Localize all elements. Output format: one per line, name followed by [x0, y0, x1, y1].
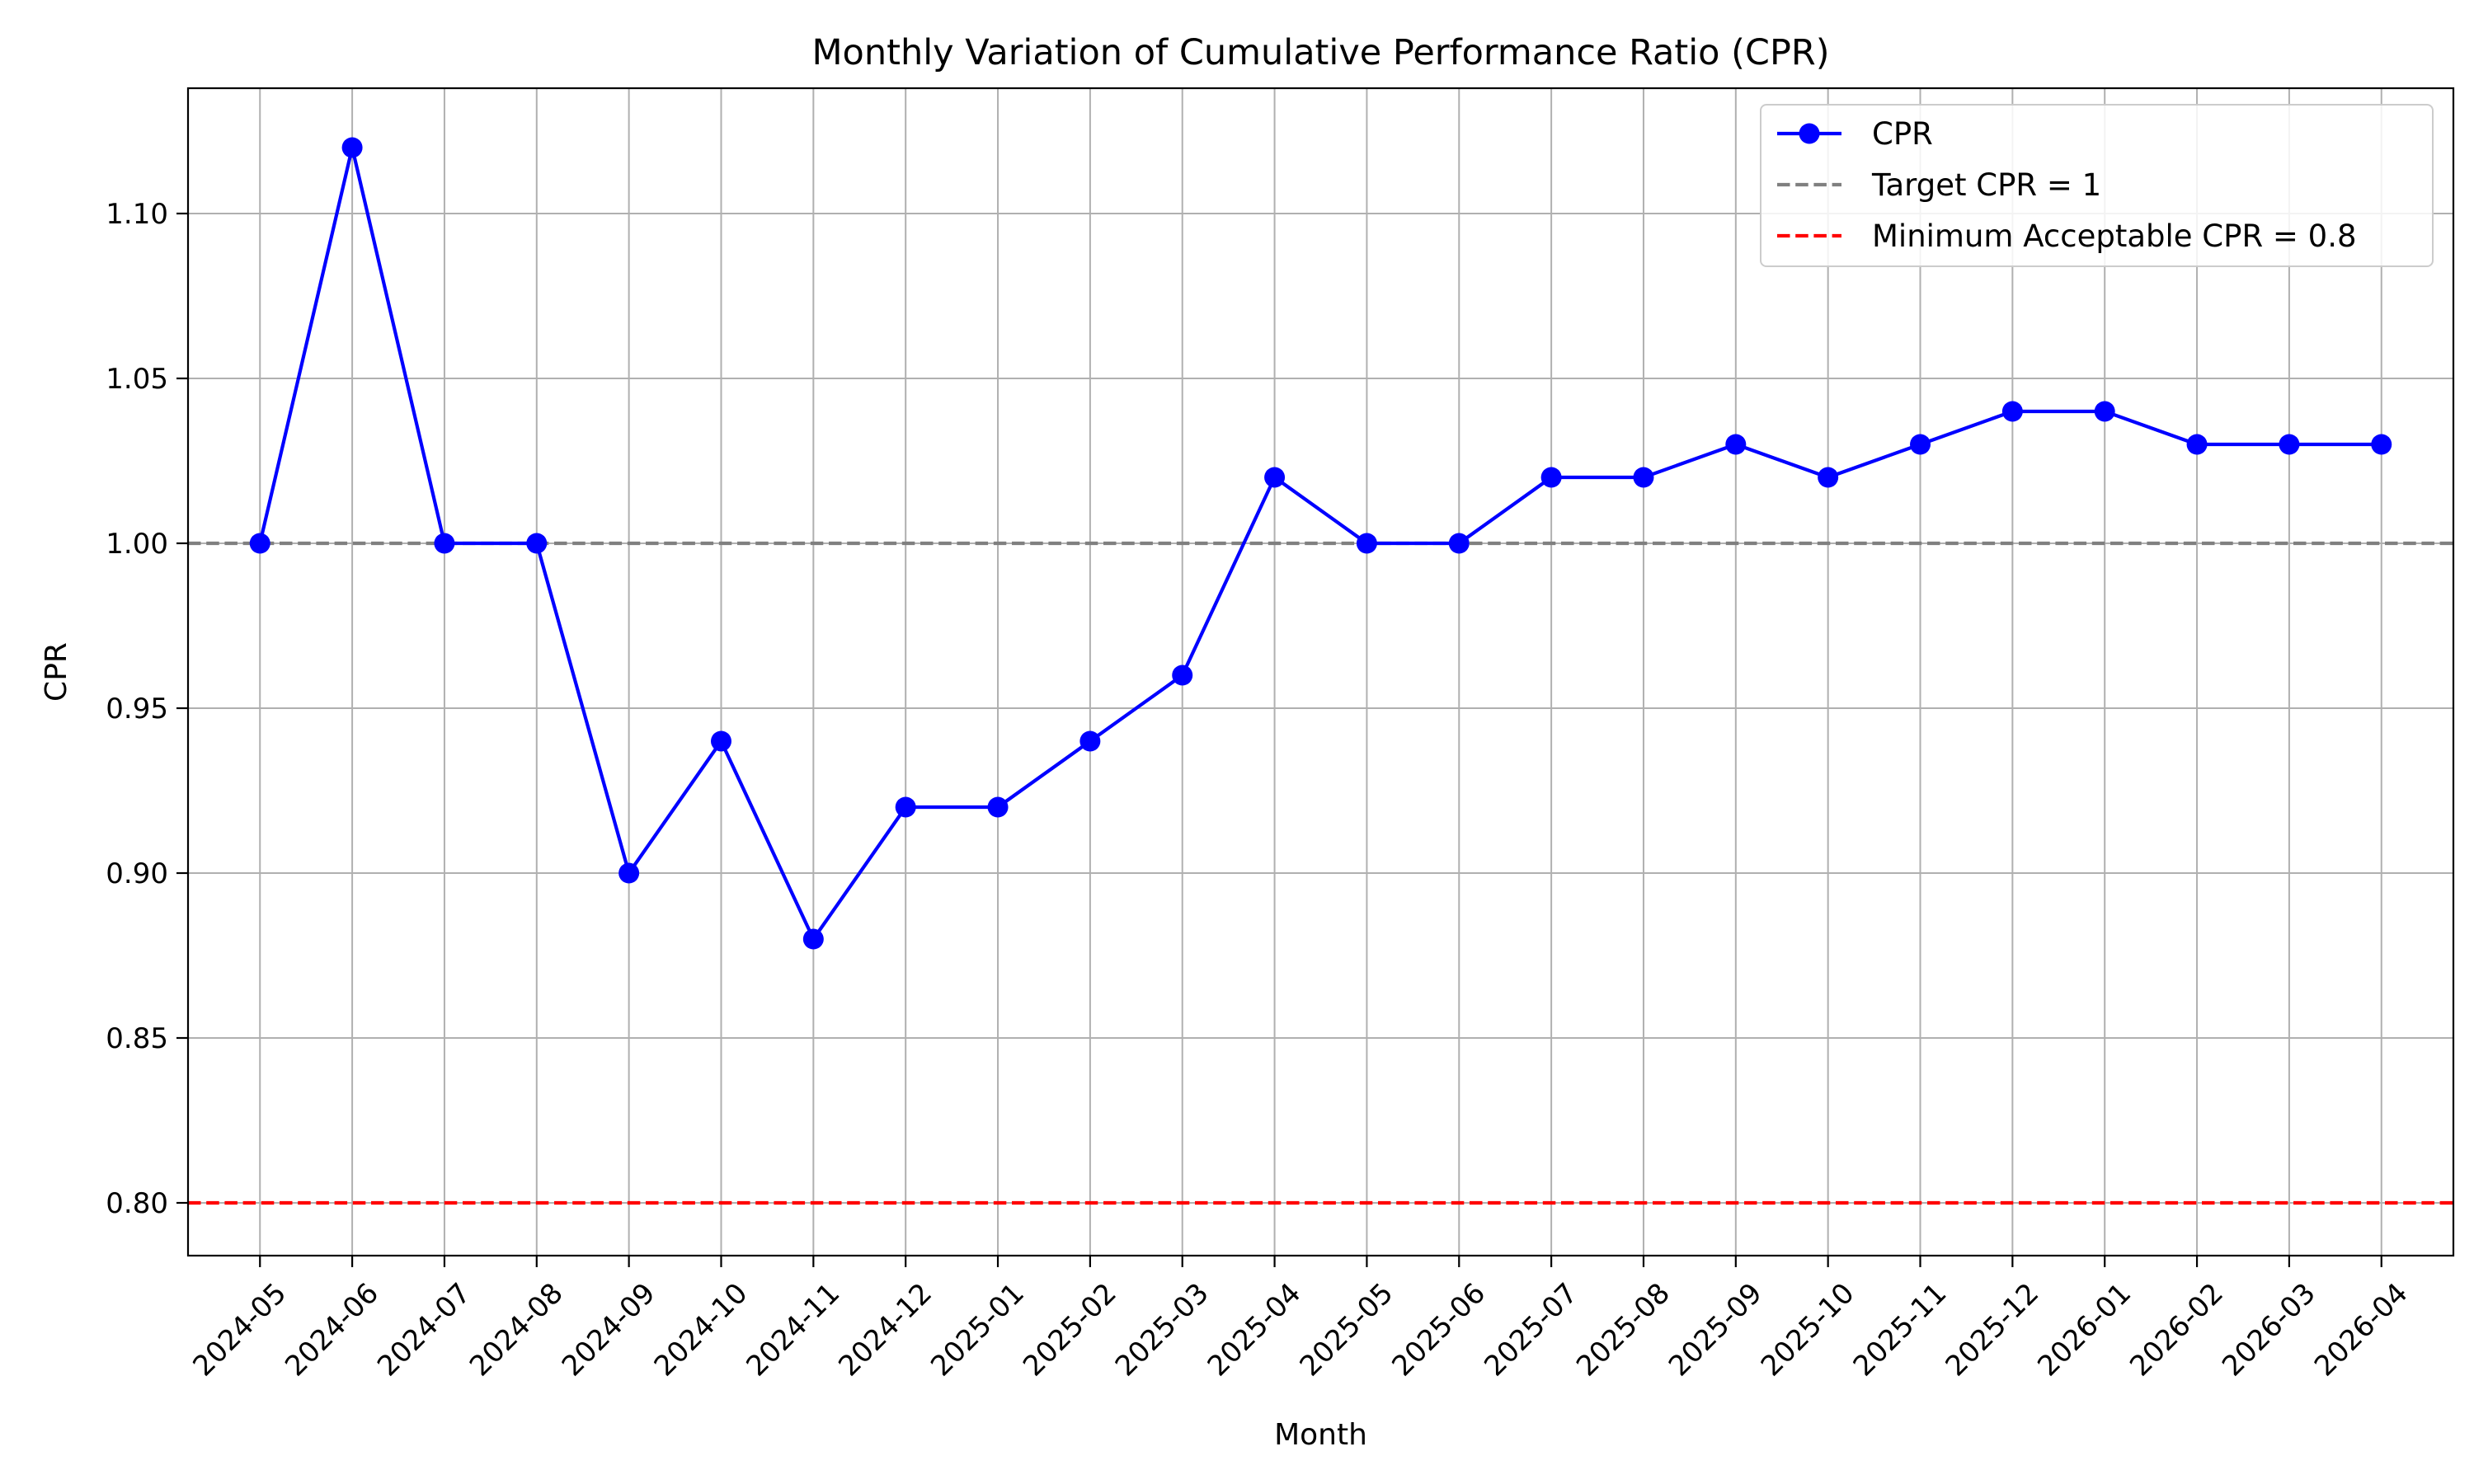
- data-point: [526, 533, 548, 554]
- data-point: [1356, 533, 1377, 554]
- data-point: [987, 796, 1009, 818]
- y-tick-label: 0.95: [106, 693, 168, 726]
- y-tick-label: 1.05: [106, 363, 168, 396]
- y-tick-label: 0.85: [106, 1022, 168, 1055]
- data-point: [1448, 533, 1470, 554]
- data-point: [1172, 665, 1193, 686]
- legend: CPR Target CPR = 1 Minimum Acceptable CPR …: [1760, 104, 2434, 267]
- data-point: [710, 730, 731, 752]
- plot-frame: [186, 87, 2455, 1257]
- data-point: [249, 533, 270, 554]
- legend-box: [1760, 104, 2434, 267]
- legend-label: CPR: [1872, 116, 1933, 152]
- data-point: [341, 137, 363, 158]
- series: [249, 137, 2392, 950]
- data-point: [1079, 730, 1101, 752]
- y-tick-label: 1.10: [106, 198, 168, 231]
- data-point: [2001, 401, 2023, 422]
- data-point: [1633, 467, 1654, 488]
- data-point: [1264, 467, 1286, 488]
- y-axis-title: CPR: [40, 642, 73, 702]
- data-point: [802, 928, 824, 950]
- chart-title: Monthly Variation of Cumulative Performa…: [811, 32, 1829, 73]
- data-point: [895, 796, 916, 818]
- legend-label: Target CPR = 1: [1871, 167, 2101, 203]
- data-point: [2186, 434, 2208, 455]
- data-point: [2371, 434, 2392, 455]
- y-tick-label: 0.90: [106, 857, 168, 890]
- data-point: [1910, 434, 1931, 455]
- y-axis-ticks: 0.80 0.85 0.90 0.95 1.00 1.05 1.10: [106, 198, 188, 1220]
- data-point: [2094, 401, 2115, 422]
- reference-lines: [188, 541, 2453, 1205]
- x-axis-title: Month: [1274, 1418, 1367, 1452]
- y-tick-label: 0.80: [106, 1187, 168, 1220]
- y-tick-label: 1.00: [106, 528, 168, 561]
- data-point: [1540, 467, 1562, 488]
- data-point: [1818, 467, 1839, 488]
- data-point: [434, 533, 455, 554]
- data-point: [618, 862, 640, 884]
- legend-marker: [1799, 123, 1820, 144]
- legend-label: Minimum Acceptable CPR = 0.8: [1872, 218, 2357, 254]
- data-point: [1725, 434, 1747, 455]
- series-line: [258, 145, 2382, 942]
- data-point: [2279, 434, 2300, 455]
